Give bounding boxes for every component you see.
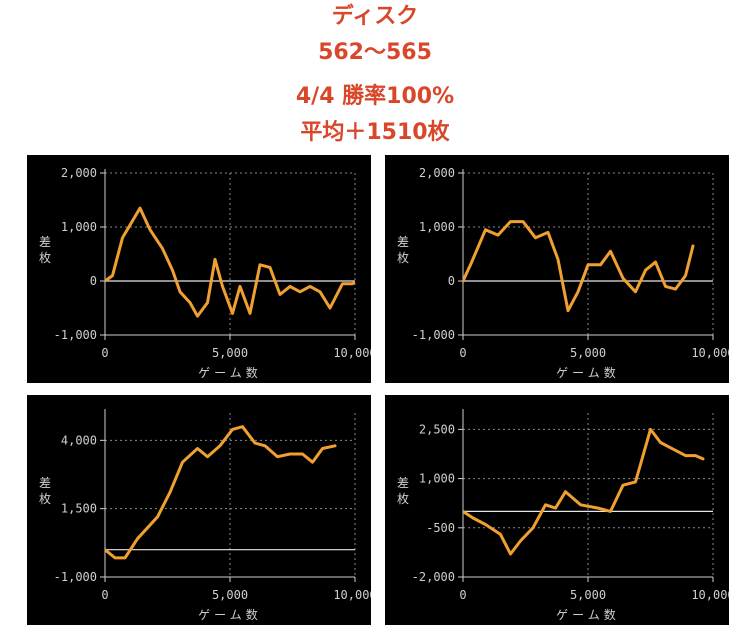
y-axis-label: 差	[397, 235, 409, 249]
header-line-2: 562〜565	[318, 40, 432, 65]
y-axis-label: 枚	[397, 250, 409, 265]
y-tick-label: 1,000	[419, 472, 455, 486]
y-axis-label: 枚	[397, 491, 409, 506]
y-tick-label: 2,500	[419, 422, 455, 436]
y-tick-label: 1,000	[419, 220, 455, 234]
series-line	[105, 206, 355, 318]
y-tick-label: 0	[448, 274, 455, 288]
x-tick-label: 5,000	[570, 588, 606, 602]
y-tick-label: 2,000	[61, 166, 97, 180]
y-tick-label: -1,000	[412, 328, 455, 342]
y-tick-label: 2,000	[419, 166, 455, 180]
x-tick-label: 10,000	[691, 588, 729, 602]
y-axis-label: 差	[39, 235, 51, 249]
y-axis-label: 差	[397, 476, 409, 490]
y-tick-label: -500	[426, 521, 455, 535]
x-axis-label: ゲーム数	[198, 607, 262, 622]
header-line-4: 平均＋1510枚	[300, 120, 450, 145]
header-line-3: 4/4 勝率100%	[295, 84, 455, 109]
x-tick-label: 0	[459, 346, 466, 360]
series-line	[463, 427, 705, 556]
x-axis-label: ゲーム数	[198, 365, 262, 380]
y-tick-label: 1,000	[61, 220, 97, 234]
x-tick-label: 10,000	[333, 346, 371, 360]
y-axis-label: 差	[39, 476, 51, 490]
x-tick-label: 5,000	[570, 346, 606, 360]
series-line	[463, 220, 695, 313]
x-tick-label: 5,000	[212, 346, 248, 360]
x-tick-label: 10,000	[691, 346, 729, 360]
header-line-1: ディスク	[331, 4, 419, 29]
x-tick-label: 0	[101, 588, 108, 602]
y-tick-label: -1,000	[54, 570, 97, 584]
y-axis-label: 枚	[39, 491, 51, 506]
x-tick-label: 0	[101, 346, 108, 360]
x-tick-label: 10,000	[333, 588, 371, 602]
y-tick-label: -1,000	[54, 328, 97, 342]
y-axis-label: 枚	[39, 250, 51, 265]
y-tick-label: 1,500	[61, 502, 97, 516]
series-line	[105, 425, 337, 560]
y-tick-label: -2,000	[412, 570, 455, 584]
x-axis-label: ゲーム数	[556, 365, 620, 380]
x-tick-label: 5,000	[212, 588, 248, 602]
x-axis-label: ゲーム数	[556, 607, 620, 622]
y-tick-label: 4,000	[61, 433, 97, 447]
x-tick-label: 0	[459, 588, 466, 602]
y-tick-label: 0	[90, 274, 97, 288]
